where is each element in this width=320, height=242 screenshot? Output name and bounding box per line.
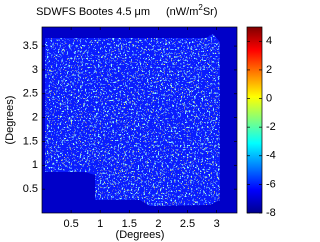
y-tick-label: 1 bbox=[32, 159, 38, 171]
units-suffix: Sr) bbox=[203, 6, 218, 18]
x-tick-label: 0.5 bbox=[63, 218, 78, 230]
y-tick-label: 0.5 bbox=[23, 183, 38, 195]
colorbar-tick-label: -2 bbox=[266, 121, 276, 133]
chart: SDWFS Bootes 4.5 μm (nW/m2Sr) (Degrees) … bbox=[4, 3, 276, 241]
chart-title: SDWFS Bootes 4.5 μm bbox=[36, 6, 150, 18]
units: (nW/m2Sr) bbox=[166, 3, 218, 18]
y-tick-label: 2 bbox=[32, 112, 38, 124]
y-tick-label: 3 bbox=[32, 64, 38, 76]
colorbar-tick-label: 2 bbox=[266, 64, 272, 76]
units-sup: 2 bbox=[198, 3, 203, 12]
colorbar bbox=[246, 26, 263, 214]
units-prefix: (nW/m bbox=[166, 6, 198, 18]
y-tick-label: 1.5 bbox=[23, 135, 38, 147]
x-tick-label: 1 bbox=[97, 218, 103, 230]
axes-frame bbox=[41, 26, 238, 214]
y-tick-label: 2.5 bbox=[23, 88, 38, 100]
x-tick-label: 2.5 bbox=[180, 218, 195, 230]
x-axis-label: (Degrees) bbox=[116, 229, 165, 241]
colorbar-tick-label: 4 bbox=[266, 35, 272, 47]
image bbox=[41, 26, 238, 214]
colorbar-tick-label: 0 bbox=[266, 92, 272, 104]
colorbar-tick-label: -4 bbox=[266, 150, 276, 162]
x-tick-label: 2 bbox=[155, 218, 161, 230]
colorbar-tick-label: -6 bbox=[266, 178, 276, 190]
y-axis-label: (Degrees) bbox=[4, 96, 16, 145]
x-tick-label: 3 bbox=[214, 218, 220, 230]
y-tick-label: 3.5 bbox=[23, 40, 38, 52]
title: SDWFS Bootes 4.5 μm (nW/m2Sr) bbox=[36, 3, 217, 18]
colorbar-tick-label: -8 bbox=[266, 207, 276, 219]
x-tick-label: 1.5 bbox=[122, 218, 137, 230]
